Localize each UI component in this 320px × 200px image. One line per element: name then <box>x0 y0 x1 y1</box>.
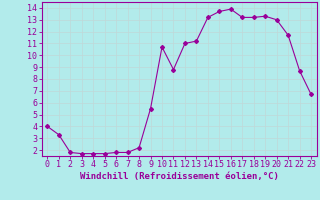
X-axis label: Windchill (Refroidissement éolien,°C): Windchill (Refroidissement éolien,°C) <box>80 172 279 181</box>
